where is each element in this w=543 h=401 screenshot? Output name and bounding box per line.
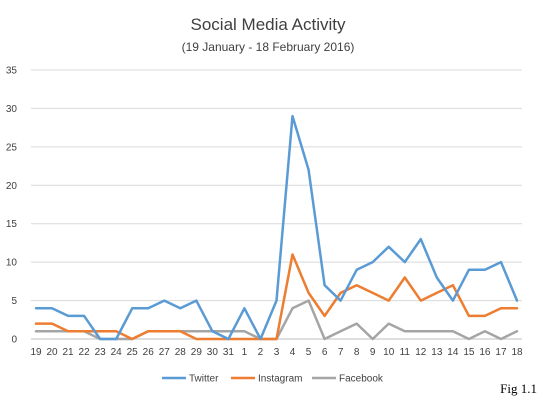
x-tick-label: 31	[223, 347, 235, 358]
y-tick-label: 35	[6, 66, 18, 77]
x-tick-label: 5	[306, 347, 312, 358]
series-lines	[34, 114, 519, 341]
x-tick-label: 7	[338, 347, 344, 358]
x-tick-label: 27	[159, 347, 171, 358]
y-axis-ticks: 0 5 10 15 20 25 30 35	[6, 66, 18, 346]
x-tick-label: 30	[207, 347, 219, 358]
x-tick-label: 28	[175, 347, 187, 358]
legend-label-facebook: Facebook	[339, 374, 384, 385]
series-line-instagram	[34, 253, 519, 341]
y-tick-label: 10	[6, 258, 18, 269]
x-tick-label: 20	[46, 347, 58, 358]
x-tick-label: 13	[431, 347, 443, 358]
figure-label: Fig 1.1	[500, 381, 537, 396]
x-tick-label: 22	[79, 347, 91, 358]
x-tick-label: 4	[290, 347, 296, 358]
x-tick-label: 14	[447, 347, 459, 358]
x-axis-ticks: 19 20 21 22 23 24 25 26 27 28 29 30 31 1 2 3 4 5 6 7 8 9 10 11 1…	[30, 347, 523, 358]
x-tick-label: 21	[63, 347, 75, 358]
x-tick-label: 2	[258, 347, 264, 358]
y-tick-label: 20	[6, 181, 18, 192]
legend: Twitter Instagram Facebook	[162, 374, 384, 385]
x-tick-label: 9	[370, 347, 376, 358]
grid-lines	[31, 69, 522, 340]
x-tick-label: 17	[495, 347, 507, 358]
x-tick-label: 23	[95, 347, 107, 358]
x-tick-label: 12	[415, 347, 427, 358]
x-tick-label: 10	[383, 347, 395, 358]
y-tick-label: 30	[6, 104, 18, 115]
x-tick-label: 8	[354, 347, 360, 358]
x-tick-label: 11	[400, 347, 411, 358]
x-tick-label: 18	[511, 347, 523, 358]
chart-subtitle: (19 January - 18 February 2016)	[182, 40, 355, 54]
x-tick-label: 29	[191, 347, 203, 358]
x-tick-label: 25	[127, 347, 139, 358]
legend-label-instagram: Instagram	[258, 374, 302, 385]
x-tick-label: 16	[479, 347, 491, 358]
y-tick-label: 5	[11, 296, 17, 307]
x-tick-label: 15	[463, 347, 475, 358]
y-tick-label: 0	[11, 335, 17, 346]
x-tick-label: 6	[322, 347, 328, 358]
chart-title: Social Media Activity	[191, 15, 346, 34]
y-tick-label: 25	[6, 142, 18, 153]
x-tick-label: 24	[111, 347, 123, 358]
legend-label-twitter: Twitter	[189, 374, 219, 385]
x-tick-label: 19	[30, 347, 42, 358]
x-tick-label: 26	[143, 347, 155, 358]
y-tick-label: 15	[6, 219, 18, 230]
x-tick-label: 1	[242, 347, 248, 358]
x-tick-label: 3	[274, 347, 280, 358]
series-line-twitter	[34, 114, 519, 341]
